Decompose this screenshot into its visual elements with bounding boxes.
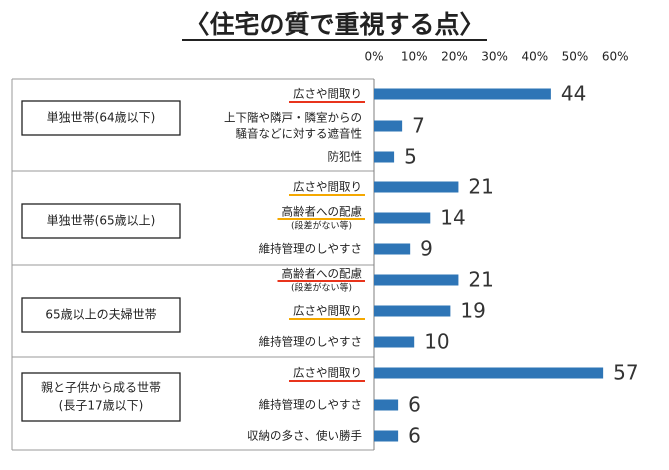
category-label: 上下階や隣戸・隣室からの [224,111,362,125]
data-label: 6 [408,393,421,417]
category-label: 維持管理のしやすさ [259,335,362,349]
data-label: 6 [408,424,421,448]
data-label: 7 [412,114,425,138]
group-label-box [21,372,181,422]
category-label: 維持管理のしやすさ [259,398,362,412]
data-label: 9 [420,237,433,261]
bar [374,399,399,411]
bar [374,305,451,317]
bar [374,212,431,224]
bar [374,181,459,193]
category-label: 広さや間取り [293,366,362,380]
bar [374,336,415,348]
bar [374,151,395,163]
group-label-box [21,100,181,136]
x-tick-label: 30% [481,50,508,64]
x-tick-label: 0% [364,50,383,64]
x-tick-label: 10% [401,50,428,64]
chart-title: 〈住宅の質で重視する点〉 [182,10,487,41]
data-label: 5 [404,145,417,169]
group-label: (長子17歳以下) [59,399,144,413]
bar [374,430,399,442]
data-label: 21 [468,175,493,199]
bar [374,88,551,100]
group-label: 親と子供から成る世帯 [41,381,161,395]
category-label: 広さや間取り [293,87,362,101]
x-tick-label: 50% [562,50,589,64]
group-label: 単独世帯(65歳以上) [47,214,156,228]
data-label: 14 [440,206,465,230]
data-label: 57 [613,361,638,385]
category-label: 高齢者への配慮 [282,267,363,281]
category-label: 広さや間取り [293,304,362,318]
group-label-box [21,297,181,333]
category-sublabel: (段差がない等) [291,282,352,294]
bar [374,367,604,379]
data-label: 21 [468,268,493,292]
category-label: 騒音などに対する遮音性 [236,127,363,141]
category-sublabel: (段差がない等) [291,220,352,232]
data-label: 44 [561,82,586,106]
bar [374,243,411,255]
category-label: 防犯性 [328,150,363,164]
bar [374,274,459,286]
data-label: 19 [460,299,485,323]
x-tick-label: 20% [441,50,468,64]
bar [374,120,403,132]
category-label: 収納の多さ、使い勝手 [247,429,362,443]
group-label-box [21,203,181,239]
x-tick-label: 60% [602,50,629,64]
data-label: 10 [424,330,449,354]
category-label: 広さや間取り [293,180,362,194]
category-label: 高齢者への配慮 [282,205,363,219]
category-label: 維持管理のしやすさ [259,242,362,256]
x-tick-label: 40% [521,50,548,64]
group-label: 単独世帯(64歳以下) [47,111,156,125]
group-label: 65歳以上の夫婦世帯 [45,307,156,322]
